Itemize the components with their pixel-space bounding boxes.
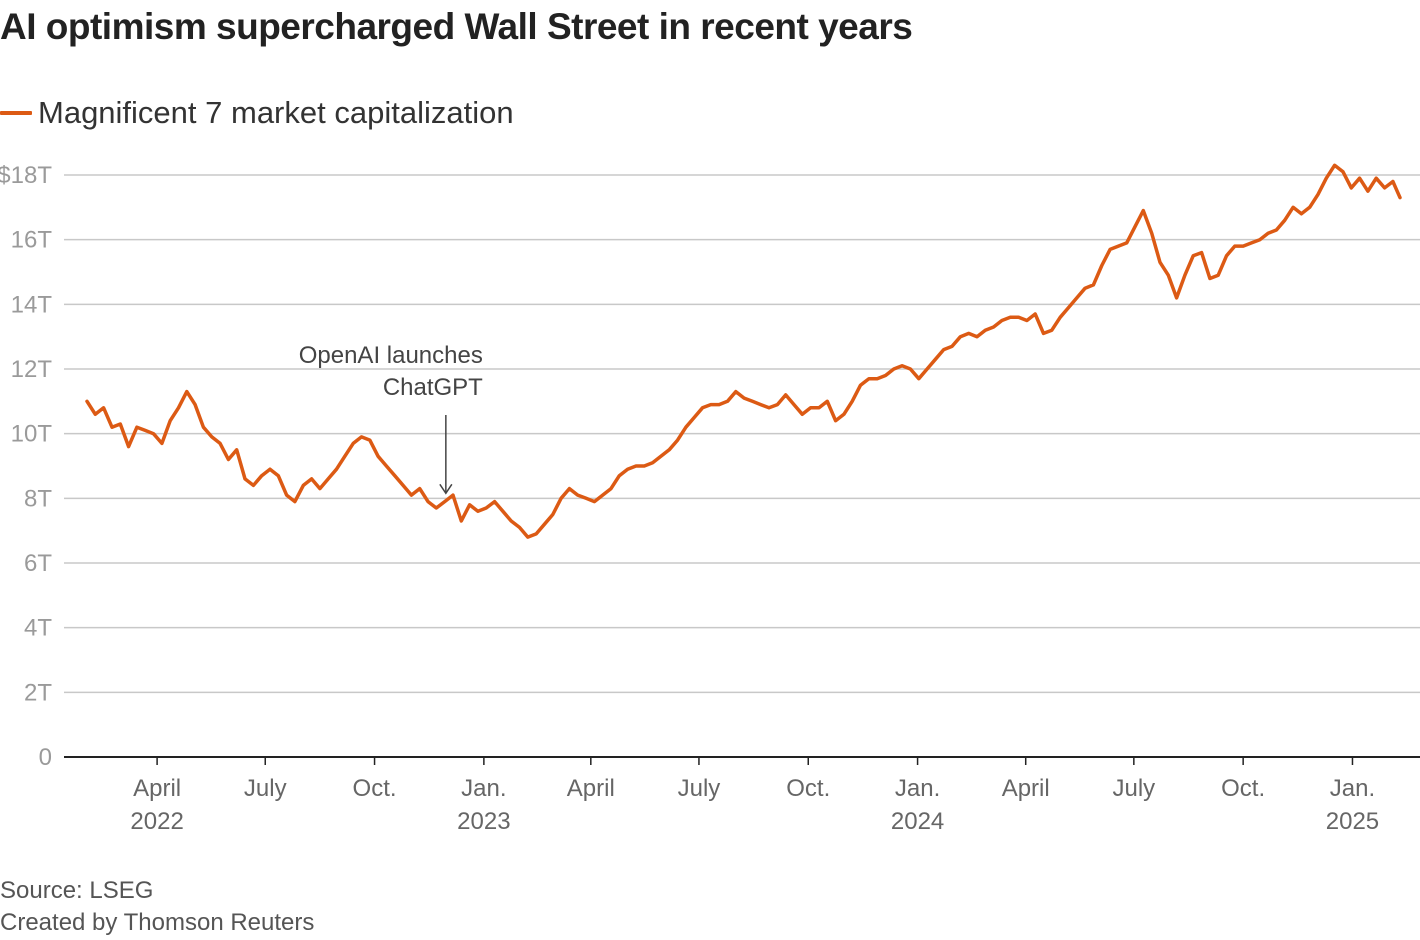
x-tick-year-label: 2024: [891, 808, 944, 835]
y-tick-label-16: 16T: [11, 227, 53, 254]
legend-swatch: [0, 111, 32, 115]
x-tick-label: Oct.: [786, 775, 830, 802]
x-tick-label: Oct.: [353, 775, 397, 802]
y-tick-label-4: 4T: [24, 615, 52, 642]
x-tick-label: Jan.: [461, 775, 506, 802]
x-axis-ticks: April 2022 July Oct. Jan. 2023 April July Oct. Ja…: [130, 757, 1379, 835]
credit-note: Created by Thomson Reuters: [0, 909, 315, 936]
x-tick-label: Jan.: [1330, 775, 1375, 802]
x-tick-label: Oct.: [1221, 775, 1265, 802]
annotation-arrow-head: [439, 483, 453, 495]
y-tick-label-8: 8T: [24, 485, 52, 512]
y-tick-label-10: 10T: [11, 421, 53, 448]
annotations: OpenAI launches ChatGPT: [299, 342, 483, 495]
legend: Magnificent 7 market capitalization: [0, 93, 514, 133]
x-tick-label: July: [1112, 775, 1155, 802]
x-tick-label: Jan.: [895, 775, 940, 802]
x-tick-label: July: [244, 775, 287, 802]
y-tick-label-0: 0: [39, 744, 52, 771]
series-layer: [85, 163, 1402, 539]
y-tick-label-2: 2T: [24, 679, 52, 706]
x-tick-label: April: [567, 775, 615, 802]
x-tick-year-label: 2022: [130, 808, 183, 835]
annotation-text: OpenAI launches: [299, 342, 483, 369]
chart-title: AI optimism supercharged Wall Street in …: [0, 6, 913, 47]
x-tick-year-label: 2025: [1326, 808, 1379, 835]
x-tick-label: April: [133, 775, 181, 802]
x-tick-year-label: 2023: [457, 808, 510, 835]
y-tick-label-12: 12T: [11, 356, 53, 383]
legend-label: Magnificent 7 market capitalization: [38, 95, 514, 130]
y-tick-label-6: 6T: [24, 550, 52, 577]
y-tick-label-14: 14T: [11, 291, 53, 318]
series-line-0: [85, 163, 1402, 539]
y-axis-ticks: 0 2T 4T 6T 8T 10T 12T 14T 16T $18T: [0, 162, 52, 771]
source-note: Source: LSEG: [0, 877, 154, 904]
annotation-text: ChatGPT: [383, 374, 483, 401]
x-tick-label: July: [678, 775, 721, 802]
y-tick-label-18: $18T: [0, 162, 52, 189]
gridlines: [64, 174, 1420, 758]
x-tick-label: April: [1002, 775, 1050, 802]
